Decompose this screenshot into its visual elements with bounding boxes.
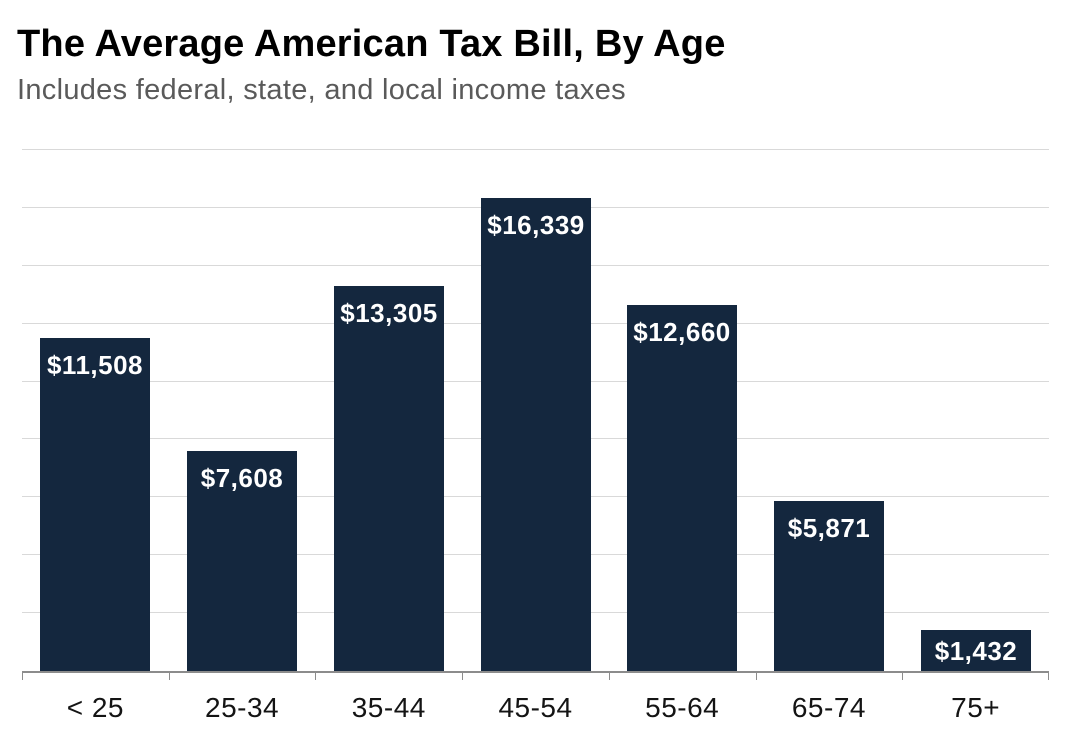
chart-header: The Average American Tax Bill, By Age In… bbox=[17, 22, 726, 107]
x-axis-tick-label: 25-34 bbox=[205, 692, 280, 723]
chart-subtitle: Includes federal, state, and local incom… bbox=[17, 73, 626, 106]
bar-value-label: $1,432 bbox=[934, 635, 1018, 666]
x-axis-tick bbox=[609, 671, 610, 680]
x-axis-tick bbox=[756, 671, 757, 680]
bar-value-label: $16,339 bbox=[487, 210, 585, 240]
x-axis-tick-label: 45-54 bbox=[498, 692, 573, 723]
x-axis-tick-label: 75+ bbox=[951, 692, 1001, 723]
x-axis-tick-label: 55-64 bbox=[645, 692, 720, 723]
x-axis-tick bbox=[1048, 671, 1049, 680]
x-axis-tick-label: < 25 bbox=[66, 692, 124, 723]
bar-< 25: $11,508 bbox=[40, 338, 150, 671]
plot-area: $11,508 $7,608 $13,305 $16,339 $12,660 $5,871… bbox=[22, 149, 1049, 680]
bar-75+: $1,432 bbox=[921, 630, 1031, 671]
bar-25-34: $7,608 bbox=[187, 451, 297, 671]
x-axis-tick bbox=[22, 671, 23, 680]
bar-value-label: $13,305 bbox=[340, 298, 438, 328]
bar-value-label: $12,660 bbox=[633, 317, 731, 347]
x-axis-tick-label: 65-74 bbox=[791, 692, 866, 723]
x-axis-tick bbox=[902, 671, 903, 680]
x-axis-tick bbox=[315, 671, 316, 680]
bar-value-label: $5,871 bbox=[787, 513, 871, 543]
bar-45-54: $16,339 bbox=[481, 198, 591, 671]
bar-65-74: $5,871 bbox=[774, 501, 884, 671]
x-axis-tick-label: 35-44 bbox=[351, 692, 426, 723]
x-axis-tick bbox=[169, 671, 170, 680]
bar-value-label: $11,508 bbox=[46, 350, 144, 380]
gridline bbox=[22, 149, 1049, 150]
bar-55-64: $12,660 bbox=[627, 305, 737, 671]
bar-35-44: $13,305 bbox=[334, 286, 444, 671]
x-axis-line bbox=[22, 671, 1049, 673]
x-axis-tick bbox=[462, 671, 463, 680]
chart-title: The Average American Tax Bill, By Age bbox=[17, 23, 726, 65]
x-axis-labels: < 25 25-34 35-44 45-54 55-64 65-74 75+ bbox=[22, 692, 1049, 728]
bar-value-label: $7,608 bbox=[200, 463, 284, 493]
